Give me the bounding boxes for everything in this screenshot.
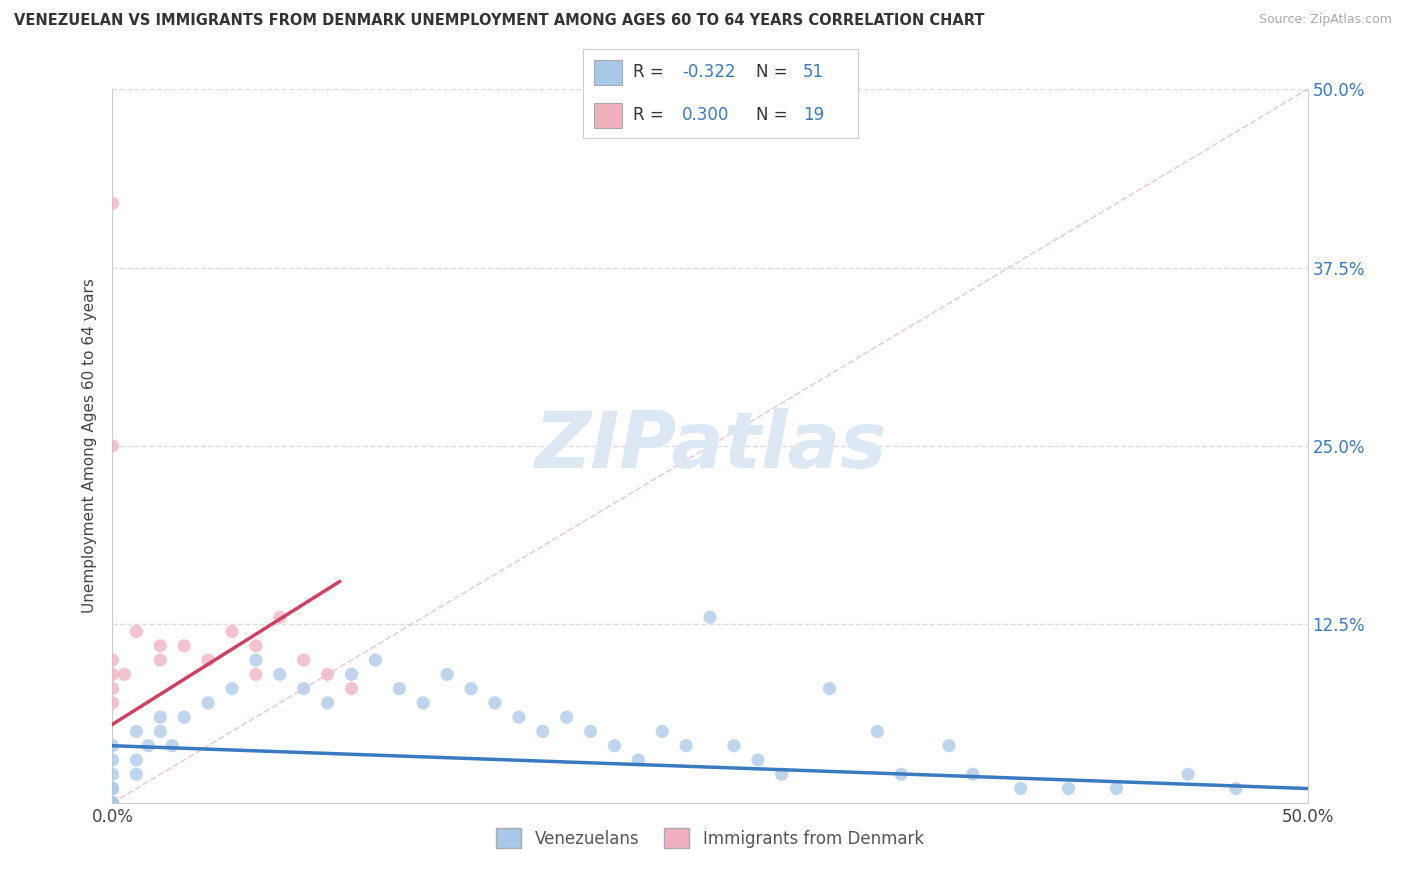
Point [101, 796, 124, 810]
Point [579, 724, 602, 739]
Text: -0.322: -0.322 [682, 63, 735, 81]
Text: Source: ZipAtlas.com: Source: ZipAtlas.com [1258, 13, 1392, 27]
Point [245, 639, 267, 653]
Point [699, 610, 721, 624]
Point [101, 781, 124, 796]
Point [436, 667, 458, 681]
Point [531, 724, 554, 739]
Bar [595, 60, 621, 85]
Point [603, 739, 626, 753]
Point [162, 739, 183, 753]
Point [173, 639, 195, 653]
Point [149, 639, 172, 653]
Point [101, 781, 124, 796]
Point [197, 696, 219, 710]
Text: 51: 51 [803, 63, 824, 81]
Point [125, 753, 148, 767]
Point [149, 710, 172, 724]
Point [1177, 767, 1199, 781]
Text: R =: R = [633, 106, 669, 124]
Text: N =: N = [756, 106, 793, 124]
Point [316, 696, 339, 710]
Point [1057, 781, 1080, 796]
Point [245, 653, 267, 667]
Point [125, 767, 148, 781]
Y-axis label: Unemployment Among Ages 60 to 64 years: Unemployment Among Ages 60 to 64 years [82, 278, 97, 614]
Point [340, 667, 363, 681]
Point [101, 667, 124, 681]
Point [101, 653, 124, 667]
Point [292, 653, 315, 667]
Point [651, 724, 673, 739]
Point [770, 767, 793, 781]
Point [101, 739, 124, 753]
Point [388, 681, 411, 696]
Point [101, 439, 124, 453]
Text: 19: 19 [803, 106, 824, 124]
Point [1105, 781, 1128, 796]
Point [149, 653, 172, 667]
Point [340, 681, 363, 696]
Point [747, 753, 769, 767]
Point [101, 196, 124, 211]
Point [221, 624, 243, 639]
Point [962, 767, 984, 781]
Point [723, 739, 745, 753]
Point [555, 710, 578, 724]
Point [292, 681, 315, 696]
Point [221, 681, 243, 696]
Text: ZIPatlas: ZIPatlas [534, 408, 886, 484]
Point [138, 739, 160, 753]
Point [484, 696, 506, 710]
Point [890, 767, 912, 781]
Point [938, 739, 960, 753]
Point [173, 710, 195, 724]
Point [269, 667, 291, 681]
Point [1225, 781, 1247, 796]
Text: 0.300: 0.300 [682, 106, 730, 124]
Point [364, 653, 387, 667]
Point [101, 696, 124, 710]
Point [197, 653, 219, 667]
Point [316, 667, 339, 681]
Point [1010, 781, 1032, 796]
Text: N =: N = [756, 63, 793, 81]
Point [114, 667, 135, 681]
Point [412, 696, 434, 710]
Bar [595, 103, 621, 128]
Point [245, 667, 267, 681]
Point [125, 624, 148, 639]
Point [508, 710, 530, 724]
Point [269, 610, 291, 624]
Point [101, 796, 124, 810]
Legend: Venezuelans, Immigrants from Denmark: Venezuelans, Immigrants from Denmark [489, 822, 931, 855]
Point [101, 681, 124, 696]
Point [866, 724, 889, 739]
Point [675, 739, 697, 753]
Point [149, 724, 172, 739]
Text: R =: R = [633, 63, 669, 81]
Point [627, 753, 650, 767]
Text: VENEZUELAN VS IMMIGRANTS FROM DENMARK UNEMPLOYMENT AMONG AGES 60 TO 64 YEARS COR: VENEZUELAN VS IMMIGRANTS FROM DENMARK UN… [14, 13, 984, 29]
Point [818, 681, 841, 696]
Point [101, 796, 124, 810]
Point [101, 753, 124, 767]
Point [125, 724, 148, 739]
Point [460, 681, 482, 696]
Point [101, 767, 124, 781]
